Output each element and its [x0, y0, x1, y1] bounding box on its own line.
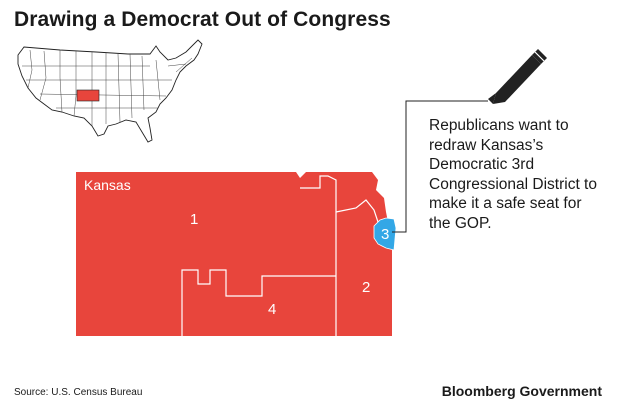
callout-connector-line [392, 100, 488, 233]
district-3-shape [373, 217, 397, 251]
us-outline [17, 39, 203, 143]
chart-title: Drawing a Democrat Out of Congress [14, 8, 391, 31]
source-note: Source: U.S. Census Bureau [14, 387, 143, 398]
kansas-map: Kansas 1 2 3 4 [76, 172, 397, 336]
inset-kansas-highlight [76, 89, 100, 102]
district-2-label: 2 [362, 279, 370, 296]
pencil-icon [488, 49, 547, 104]
us-state-lines [22, 49, 193, 126]
district-4-label: 4 [268, 301, 276, 318]
district-3-label: 3 [381, 226, 389, 243]
kansas-state-label: Kansas [84, 177, 131, 193]
brand-logo-text: Bloomberg Government [441, 383, 602, 399]
us-inset-map [17, 39, 203, 143]
district-borders [181, 175, 379, 336]
callout-text: Republicans want to redraw Kansas’s Demo… [429, 117, 597, 232]
kansas-state-shape [76, 172, 392, 336]
district-1-label: 1 [190, 211, 198, 228]
